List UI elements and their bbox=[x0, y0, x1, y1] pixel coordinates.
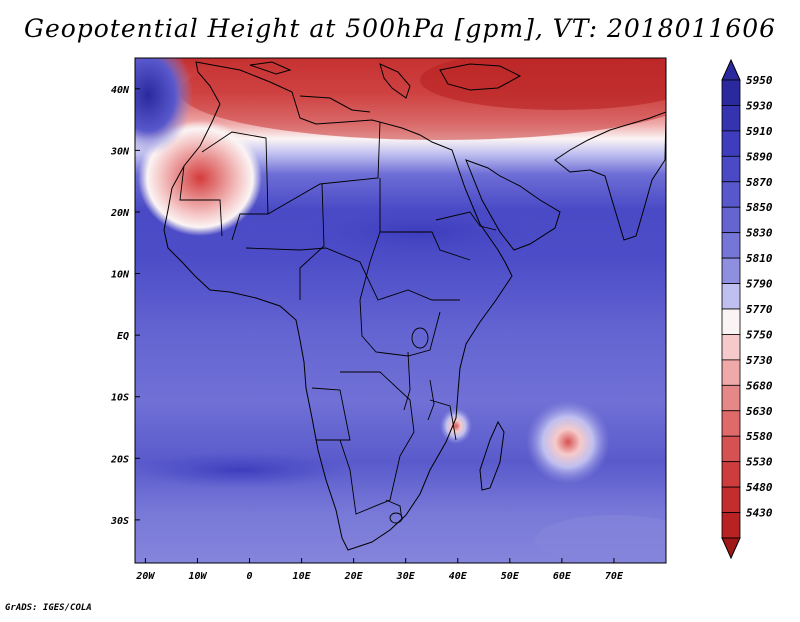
longitude-axis: 20W 10W 0 10E 20E 30E 40E 50E 60E 70E bbox=[135, 558, 624, 582]
colorbar-label: 5850 bbox=[746, 201, 773, 214]
colorbar-swatch bbox=[721, 384, 741, 412]
colorbar-label: 5580 bbox=[746, 430, 773, 443]
coastlines bbox=[163, 61, 666, 551]
colorbar-label: 5680 bbox=[746, 379, 773, 392]
colorbar-label: 5770 bbox=[746, 303, 773, 316]
south-atlantic-high bbox=[135, 452, 350, 488]
page-title: Geopotential Height at 500hPa [gpm], VT:… bbox=[23, 14, 777, 43]
colorbar-swatch bbox=[721, 308, 741, 335]
colorbar-label: 5630 bbox=[746, 405, 773, 418]
borders bbox=[179, 121, 497, 521]
lat-tick-label: 30S bbox=[110, 516, 129, 527]
colorbar-swatch bbox=[721, 461, 741, 488]
colorbar-swatch bbox=[721, 257, 741, 284]
colorbar-label: 5530 bbox=[746, 456, 773, 469]
colorbar-swatch bbox=[721, 79, 741, 106]
colorbar-swatch bbox=[721, 486, 741, 513]
lon-tick-label: 40E bbox=[449, 571, 468, 582]
colorbar-label: 5430 bbox=[746, 507, 773, 520]
colorbar-label: 5480 bbox=[746, 481, 773, 494]
lon-tick-label: 30E bbox=[396, 571, 416, 582]
lon-tick-label: 70E bbox=[605, 571, 624, 582]
map-frame bbox=[134, 57, 667, 564]
colorbar-swatch bbox=[721, 283, 741, 310]
east-trough-core bbox=[420, 58, 666, 110]
colorbar-swatch bbox=[721, 512, 741, 539]
lon-tick-label: 60E bbox=[553, 571, 572, 582]
lat-tick-label: 30N bbox=[110, 146, 130, 157]
latitude-axis: 40N 30N 20N 10N EQ 10S 20S 30S bbox=[110, 85, 140, 527]
lon-tick-label: 0 bbox=[247, 571, 253, 582]
grads-credit: GrADS: IGES/COLA bbox=[5, 603, 92, 613]
colorbar-swatch bbox=[721, 435, 741, 463]
lat-tick-label: 20N bbox=[110, 208, 130, 219]
colorbar-label: 5750 bbox=[746, 328, 773, 341]
colorbar-label: 5730 bbox=[746, 354, 773, 367]
colorbar-label: 5830 bbox=[746, 227, 773, 240]
south-indian-low bbox=[535, 515, 666, 563]
lon-tick-label: 10W bbox=[188, 571, 207, 582]
colorbar: 5950 5930 5910 5890 5870 5850 5830 5810 5790 5770… bbox=[721, 58, 773, 560]
lat-tick-label: 20S bbox=[110, 454, 129, 465]
lat-tick-label: 10S bbox=[111, 393, 129, 404]
lat-tick-label: 40N bbox=[111, 85, 130, 96]
colorbar-label: 5930 bbox=[746, 99, 773, 112]
colorbar-label: 5870 bbox=[746, 176, 773, 189]
cyclone-channel bbox=[440, 408, 472, 444]
colorbar-swatch bbox=[721, 334, 741, 361]
colorbar-swatch bbox=[721, 410, 741, 437]
lakes bbox=[389, 327, 435, 524]
colorbar-swatch bbox=[721, 130, 741, 157]
lon-tick-label: 20W bbox=[135, 571, 155, 582]
colorbar-swatch bbox=[721, 232, 741, 259]
colorbar-label: 5910 bbox=[746, 125, 773, 138]
colorbar-label: 5790 bbox=[746, 278, 773, 291]
colorbar-swatch bbox=[721, 105, 741, 132]
colorbar-label: 5890 bbox=[746, 150, 773, 163]
colorbar-swatch bbox=[721, 359, 741, 386]
colorbar-swatch bbox=[721, 206, 741, 234]
colorbar-swatch bbox=[721, 155, 741, 183]
lon-tick-label: 50E bbox=[501, 571, 520, 582]
atlantic-ridge bbox=[135, 58, 193, 155]
colorbar-top-arrow bbox=[721, 58, 741, 81]
lon-tick-label: 10E bbox=[293, 571, 312, 582]
lat-tick-label: 10N bbox=[111, 270, 130, 281]
colorbar-label: 5950 bbox=[746, 74, 773, 87]
lon-tick-label: 20E bbox=[344, 571, 364, 582]
colorbar-swatch bbox=[721, 181, 741, 208]
colorbar-bottom-arrow bbox=[721, 537, 741, 560]
colorbar-label: 5810 bbox=[746, 252, 773, 265]
cyclone-east bbox=[526, 400, 610, 484]
field-layer bbox=[135, 58, 666, 563]
lat-tick-label: EQ bbox=[117, 331, 129, 342]
